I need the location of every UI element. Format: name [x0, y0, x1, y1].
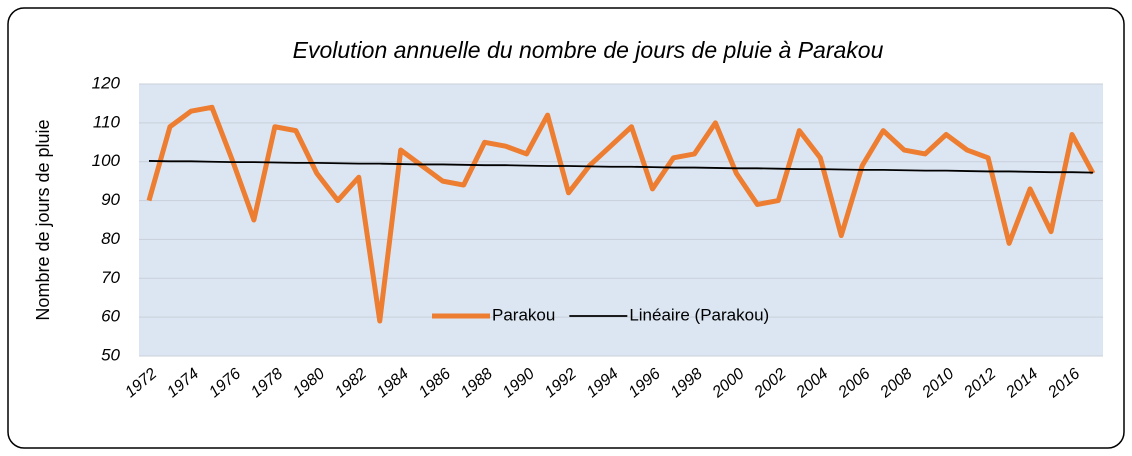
y-tick-label: 50	[101, 345, 120, 364]
y-tick-label: 80	[101, 229, 120, 248]
y-tick-label: 110	[93, 112, 121, 131]
series-line	[148, 160, 1094, 174]
y-tick-label: 120	[92, 73, 121, 92]
y-tick-label: 90	[101, 190, 120, 209]
y-axis-label: Nombre de jours de pluie	[33, 119, 53, 320]
series-line	[146, 104, 1096, 324]
legend-label: Linéaire (Parakou)	[629, 305, 769, 324]
y-tick-label: 60	[101, 307, 120, 326]
y-tick-label: 100	[92, 151, 121, 170]
legend-label: Parakou	[492, 305, 555, 324]
plot-area	[139, 84, 1103, 356]
y-tick-label: 70	[101, 268, 120, 287]
chart-title: Evolution annuelle du nombre de jours de…	[293, 37, 884, 63]
